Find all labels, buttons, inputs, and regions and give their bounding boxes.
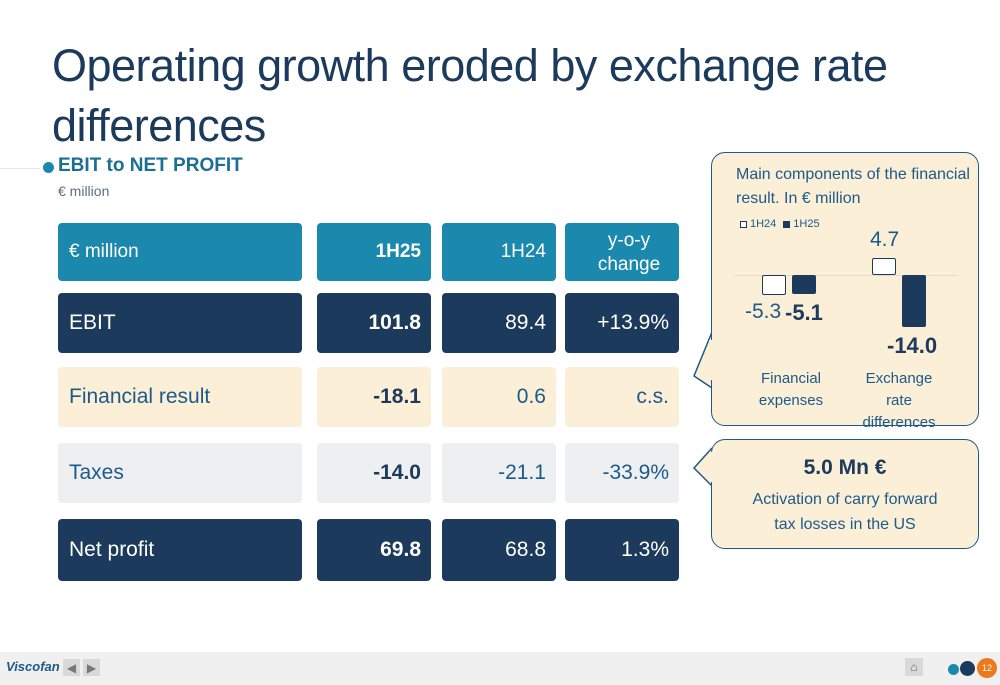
note-pointer [692,447,713,487]
divider [0,168,40,169]
table-header-yoy: y-o-y change [565,223,679,281]
note-value: 5.0 Mn € [803,456,887,479]
row-net-profit-label: Net profit [58,519,302,581]
category-financial-expenses: Financial expenses [758,370,824,409]
row-net-profit-yoy: 1.3% [565,519,679,581]
home-icon: ⌂ [910,660,918,674]
bar-exchange-rate-1h25 [902,275,926,327]
footer-bar [0,652,1000,685]
row-taxes-1h24: -21.1 [442,443,556,503]
decorative-dot-teal [948,664,959,675]
bar-financial-expenses-1h24 [762,275,786,295]
arrow-left-icon: ◀ [66,660,77,675]
next-slide-button[interactable]: ▶ [83,659,100,676]
bar-exchange-rate-1h24 [872,257,896,275]
arrow-right-icon: ▶ [86,660,97,675]
legend-label-1h24: 1H24 [750,218,777,230]
row-ebit-1h24: 89.4 [442,293,556,353]
table-header-1h25: 1H25 [317,223,431,281]
row-ebit-label: EBIT [58,293,302,353]
note-text-body: Activation of carry forward tax losses i… [752,491,938,533]
chart-baseline [735,275,957,276]
chart-legend: 1H24 1H25 [740,218,820,230]
callout-pointer [693,331,713,389]
page-title: Operating growth eroded by exchange rate… [52,40,888,151]
label-financial-1h25: -5.1 [785,300,823,325]
financial-components-callout [711,152,979,426]
legend-swatch-1h24 [740,220,747,228]
callout-pointer-mask [709,340,713,380]
row-ebit-yoy: +13.9% [565,293,679,353]
section-title: EBIT to NET PROFIT [58,155,243,176]
bar-financial-expenses-1h25 [792,275,816,294]
row-financial-label: Financial result [58,367,302,427]
home-button[interactable]: ⌂ [905,658,923,676]
table-header-label: € million [58,223,302,281]
page-number: 12 [977,658,997,678]
label-financial-1h24: -5.3 [745,300,782,323]
table-header-1h24: 1H24 [442,223,556,281]
chart-title: Main components of the financial result.… [736,166,970,207]
legend-swatch-1h25 [783,220,791,228]
row-ebit-1h25: 101.8 [317,293,431,353]
note-pointer-mask [709,452,713,482]
previous-slide-button[interactable]: ◀ [63,659,80,676]
decorative-dot-navy [960,661,975,676]
row-net-profit-1h25: 69.8 [317,519,431,581]
tax-note-callout [711,439,979,549]
row-financial-yoy: c.s. [565,367,679,427]
note-text: Activation of carry forward tax losses i… [711,487,979,537]
row-net-profit-1h24: 68.8 [442,519,556,581]
row-taxes-1h25: -14.0 [317,443,431,503]
legend-label-1h25: 1H25 [793,218,820,230]
row-financial-1h24: 0.6 [442,367,556,427]
row-taxes-label: Taxes [58,443,302,503]
table-header-yoy-text: y-o-y change [597,230,661,275]
label-exchange-1h25: -14.0 [887,333,938,358]
label-exchange-1h24: 4.7 [870,228,900,251]
section-subtitle: € million [58,183,110,199]
row-taxes-yoy: -33.9% [565,443,679,503]
category-exchange-rate: Exchange rate differences [862,370,936,431]
section-bullet [43,162,54,173]
row-financial-1h25: -18.1 [317,367,431,427]
viscofan-logo: Viscofan [6,659,60,674]
